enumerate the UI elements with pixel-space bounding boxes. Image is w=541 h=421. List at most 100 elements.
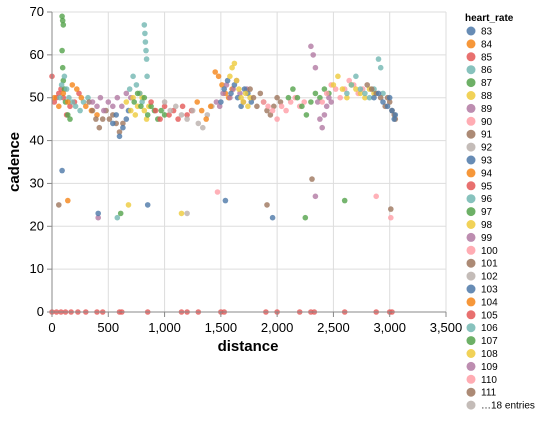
data-point [59, 64, 66, 71]
data-point [285, 94, 292, 101]
legend-symbol [466, 78, 476, 88]
y-tick-label: 30 [30, 175, 44, 190]
legend-entry-label: 96 [481, 194, 493, 205]
legend-symbol [466, 336, 476, 346]
data-point [65, 197, 71, 204]
legend-entry-label: 100 [481, 246, 498, 257]
data-point [148, 103, 154, 110]
data-point [375, 90, 382, 97]
data-point [72, 103, 79, 110]
data-point [144, 112, 151, 118]
legend-entry-label: 91 [481, 130, 493, 141]
data-point [110, 120, 116, 127]
x-tick-label: 2,500 [317, 320, 350, 335]
data-point [161, 99, 168, 105]
data-point [143, 116, 150, 122]
data-point [113, 112, 119, 118]
grid [51, 11, 447, 313]
data-point [214, 189, 221, 195]
data-point [59, 47, 65, 54]
legend-symbol [466, 310, 476, 320]
data-point [321, 86, 328, 92]
data-point [152, 107, 159, 114]
legend-entry-label: 108 [481, 349, 498, 360]
legend-symbol [466, 26, 476, 36]
data-point [66, 94, 72, 101]
data-point [69, 99, 76, 105]
data-point [314, 99, 321, 105]
data-point [132, 112, 139, 118]
data-point [233, 77, 240, 84]
data-point [117, 210, 124, 217]
data-point [130, 94, 136, 101]
data-point [123, 90, 130, 97]
data-point [184, 112, 190, 118]
legend-symbol [466, 258, 476, 268]
y-tick-label: 50 [30, 90, 44, 105]
data-point [184, 116, 190, 122]
data-point [134, 90, 141, 97]
data-point [230, 86, 236, 92]
data-point [237, 90, 243, 97]
data-point [144, 202, 151, 208]
data-point [366, 94, 373, 101]
data-point [142, 30, 148, 37]
x-tick-label: 2,000 [261, 320, 294, 335]
legend-title: heart_rate [465, 13, 514, 24]
data-point [375, 56, 382, 62]
data-point [106, 116, 113, 122]
legend-symbol [466, 181, 476, 191]
data-point [388, 206, 394, 212]
data-point [51, 99, 58, 105]
data-point [139, 99, 145, 105]
data-point [166, 112, 172, 118]
data-point [274, 94, 280, 101]
data-point [200, 124, 206, 131]
legend-entry-label: 95 [481, 181, 493, 192]
legend-entry-label: 102 [481, 272, 498, 283]
data-points [49, 13, 399, 315]
x-tick-label: 1,500 [205, 320, 238, 335]
x-tick-label: 0 [48, 320, 55, 335]
data-point [389, 107, 395, 114]
legend-entry-label: 104 [481, 297, 498, 308]
legend-entry-label: 106 [481, 323, 498, 334]
data-point [240, 99, 247, 105]
data-point [264, 107, 270, 114]
data-point [213, 99, 220, 105]
data-point [269, 107, 276, 114]
data-point [83, 103, 89, 110]
legend-entry-label: 86 [481, 65, 493, 76]
data-point [198, 107, 205, 114]
data-point [241, 86, 248, 92]
axes: 0 500 1,000 1,500 2,000 2,500 3,000 3,500 0 10 20 3… [30, 4, 463, 335]
data-point [224, 77, 231, 84]
data-point [215, 73, 222, 80]
data-point [294, 94, 301, 101]
data-point [265, 103, 271, 110]
data-point [337, 94, 344, 101]
data-point [236, 86, 242, 92]
data-point [341, 197, 348, 204]
data-point [85, 94, 91, 101]
data-point [60, 90, 67, 97]
legend-entry-label: 83 [481, 27, 493, 38]
data-point [173, 103, 179, 110]
legend-entry-label: 92 [481, 143, 493, 154]
legend-entry-label: 110 [481, 375, 497, 386]
data-point [283, 107, 289, 114]
data-point [77, 107, 83, 114]
data-point [65, 99, 71, 105]
legend-symbol [466, 245, 476, 255]
data-point [231, 60, 238, 67]
data-point [89, 107, 96, 114]
data-point [141, 22, 148, 28]
data-point [76, 90, 82, 97]
data-point [114, 94, 121, 101]
data-point [335, 73, 341, 80]
legend-symbol [466, 155, 476, 165]
y-tick-label: 0 [37, 304, 44, 319]
y-axis-title: cadence [6, 132, 23, 192]
x-axis-title: distance [218, 338, 279, 355]
